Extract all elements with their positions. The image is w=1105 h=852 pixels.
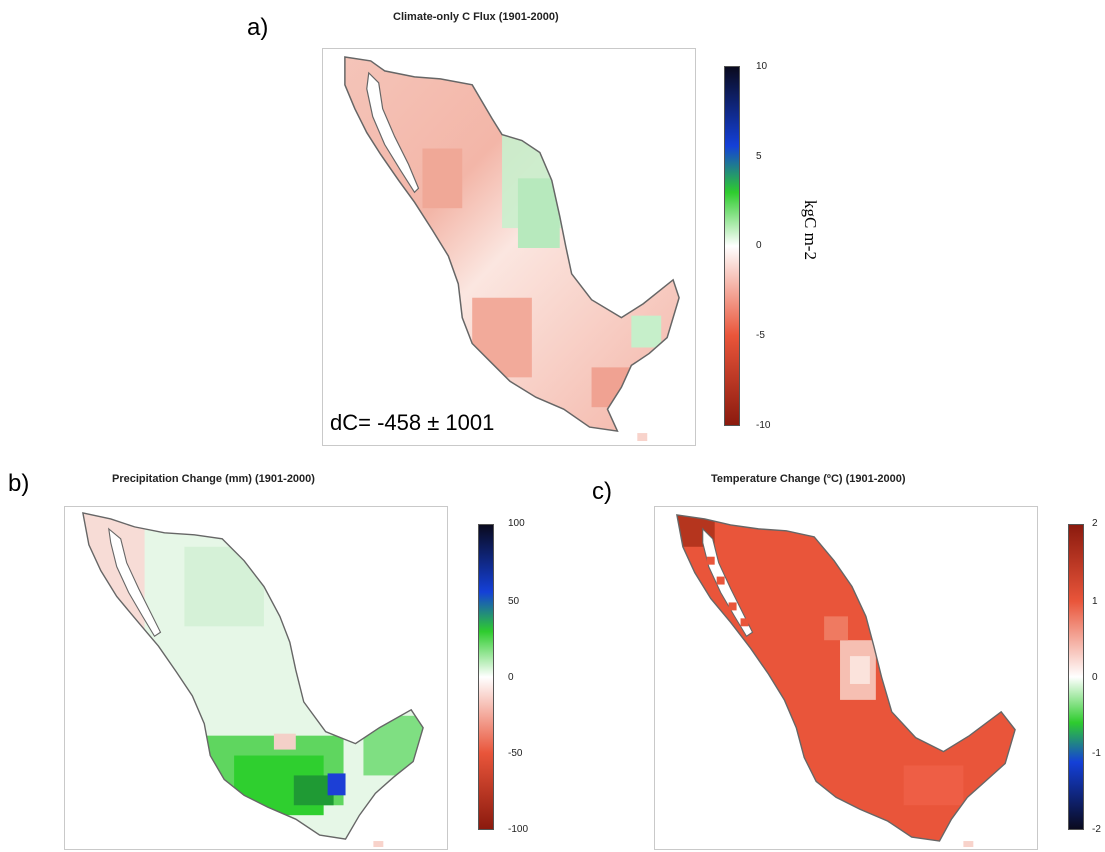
panel-b-tick: -50: [508, 748, 523, 759]
panel-b-title: Precipitation Change (mm) (1901-2000): [112, 473, 315, 485]
panel-a-stat-annotation: dC= -458 ± 1001: [330, 410, 495, 435]
mexico-map-a: [344, 56, 680, 442]
panel-b-tick: -100: [508, 824, 529, 835]
panel-c-tick: -1: [1092, 748, 1101, 759]
panel-a-unit: kgC m-2: [801, 200, 820, 260]
panel-b-letter: b): [8, 470, 30, 497]
panel-a-tick: 10: [756, 61, 768, 72]
panel-b-tick: 0: [508, 672, 514, 683]
panel-c-tick: -2: [1092, 824, 1101, 835]
panel-c-colorbar: [1068, 524, 1084, 830]
panel-c-title: Temperature Change (ºC) (1901-2000): [711, 473, 906, 485]
panel-a-colorbar: [724, 66, 740, 426]
panel-a-title: Climate-only C Flux (1901-2000): [393, 11, 559, 23]
panel-a-letter: a): [247, 14, 269, 41]
panel-c-letter: c): [592, 478, 612, 505]
panel-a-tick: -10: [756, 420, 771, 431]
panel-b-colorbar: [478, 524, 494, 830]
panel-a-tick: -5: [756, 330, 765, 341]
panel-c-map: [654, 506, 1038, 850]
panel-a-tick: 5: [756, 151, 762, 162]
panel-a-map: [322, 48, 696, 446]
panel-b-tick: 100: [508, 518, 525, 529]
panel-c-tick: 1: [1092, 596, 1098, 607]
panel-b-map: [64, 506, 448, 850]
mexico-map-b: [82, 512, 424, 848]
panel-c-tick: 0: [1092, 672, 1098, 683]
panel-a-tick: 0: [756, 240, 762, 251]
mexico-map-c: [676, 514, 1016, 848]
panel-c-tick: 2: [1092, 518, 1098, 529]
panel-b-tick: 50: [508, 596, 520, 607]
